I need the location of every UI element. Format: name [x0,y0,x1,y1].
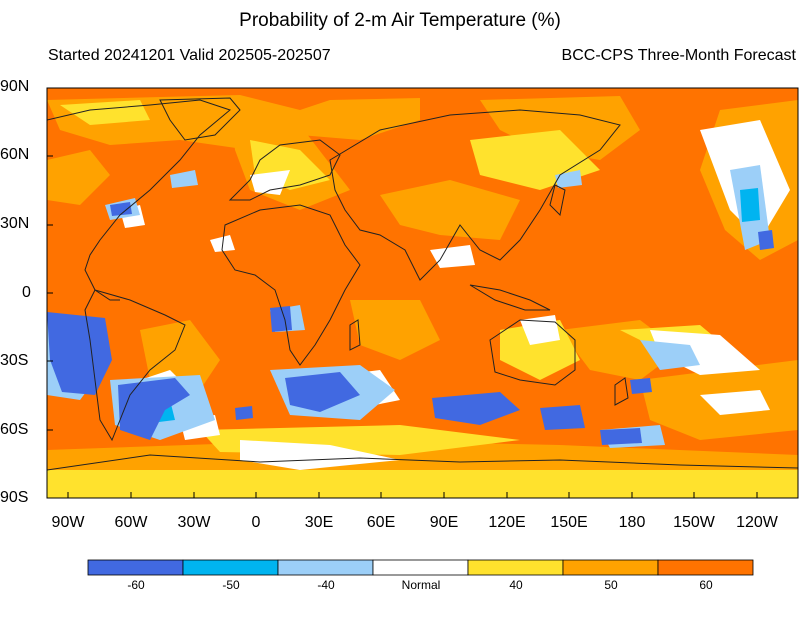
legend-label-minus50: -50 [222,578,240,592]
lon-label-90e: 90E [429,514,459,531]
coastlines [47,97,798,471]
lon-label-150e: 150E [550,514,588,531]
legend-box-4 [467,559,564,576]
legend-label-40: 40 [509,578,523,592]
lat-label-30n: 30N [0,215,30,232]
lon-label-30e: 30E [304,514,334,531]
legend-label-minus40: -40 [317,578,335,592]
lat-label-equator: 0 [22,284,31,301]
legend-label-normal: Normal [401,578,441,592]
legend-box-3 [372,559,469,576]
lat-label-90s: 90S [0,489,29,506]
strong-cold-areas [47,202,774,445]
axis-ticks [47,87,758,499]
lat-label-60n: 60N [0,146,30,163]
lat-label-90n: 90N [0,78,30,95]
lon-label-60e: 60E [366,514,396,531]
forecast-period: Started 20241201 Valid 202505-202507 [48,47,331,64]
legend-box-6 [657,559,754,576]
legend-box-2 [277,559,374,576]
forecast-source: BCC-CPS Three-Month Forecast [561,47,796,64]
legend-box-1 [182,559,279,576]
legend-label-minus60: -60 [127,578,145,592]
legend-box-0 [87,559,184,576]
legend-label-60: 60 [699,578,713,592]
map-title: Probability of 2-m Air Temperature (%) [239,10,561,31]
lon-label-90w: 90W [51,514,85,531]
legend-box-5 [562,559,659,576]
lat-label-30s: 30S [0,352,29,369]
lon-label-0: 0 [251,514,261,531]
lon-label-60w: 60W [114,514,148,531]
lon-label-30w: 30W [177,514,211,531]
lat-label-60s: 60S [0,421,29,438]
lon-label-120w: 120W [736,514,778,531]
legend-label-50: 50 [604,578,618,592]
lon-label-150w: 150W [673,514,715,531]
lon-label-180: 180 [618,514,646,531]
lon-label-120e: 120E [488,514,526,531]
